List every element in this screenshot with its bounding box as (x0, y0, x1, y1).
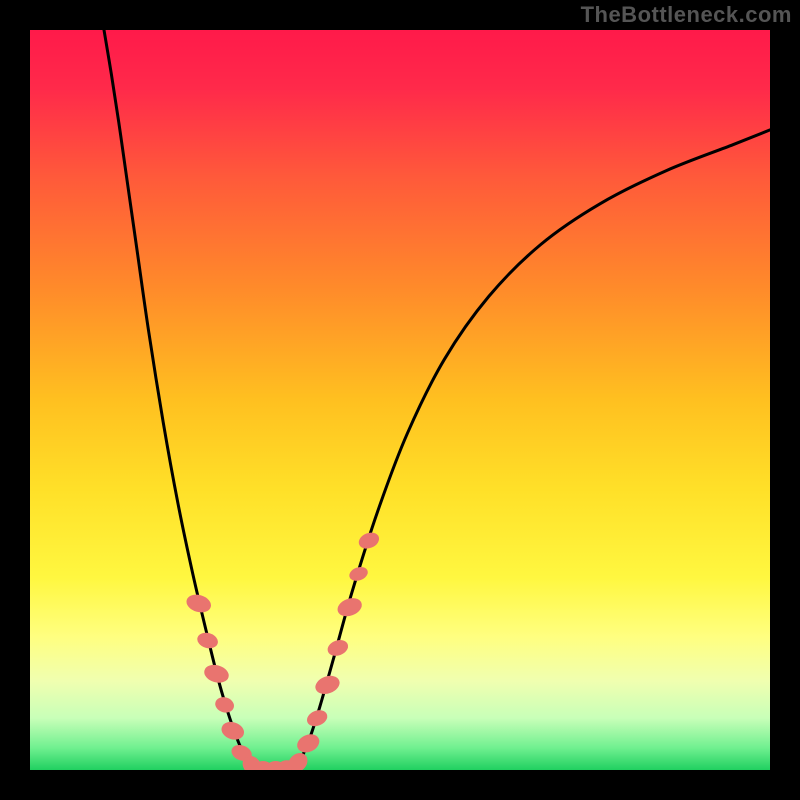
figure-frame: TheBottleneck.com (0, 0, 800, 800)
gradient-background (30, 30, 770, 770)
plot-area (0, 0, 800, 800)
watermark-text: TheBottleneck.com (581, 2, 792, 28)
bottleneck-chart-svg (0, 0, 800, 800)
